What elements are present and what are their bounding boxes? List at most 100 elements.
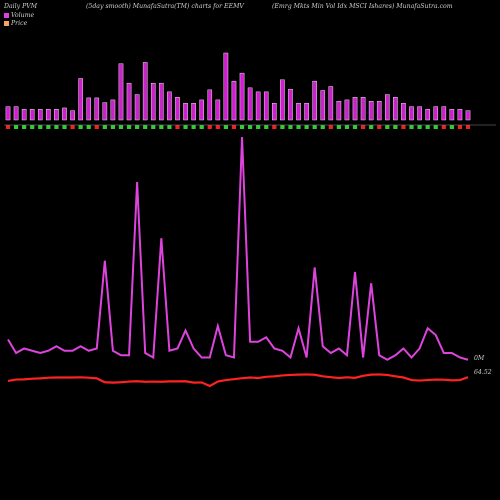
volume-direction-marker: [70, 125, 75, 129]
volume-direction-marker: [167, 125, 172, 129]
volume-bar: [417, 106, 422, 121]
volume-direction-marker: [256, 125, 261, 129]
volume-direction-marker: [425, 125, 430, 129]
volume-direction-marker: [13, 125, 19, 129]
volume-bar: [449, 109, 455, 121]
legend-price: Price: [4, 20, 27, 27]
volume-direction-marker: [5, 125, 11, 129]
volume-bar: [465, 110, 471, 121]
volume-bar: [425, 109, 430, 121]
volume-bar: [368, 101, 374, 121]
volume-bar: [183, 103, 188, 121]
volume-direction-marker: [433, 125, 438, 129]
volume-bar: [5, 106, 11, 121]
volume-direction-marker: [126, 125, 132, 129]
volume-bar: [110, 99, 116, 121]
volume-bar: [272, 103, 277, 121]
volume-direction-marker: [312, 125, 317, 129]
volume-direction-marker: [175, 125, 180, 129]
volume-direction-marker: [385, 125, 390, 129]
legend-volume-swatch: [4, 13, 9, 18]
volume-direction-marker: [239, 125, 245, 129]
volume-direction-marker: [22, 125, 27, 129]
volume-direction-marker: [94, 125, 99, 129]
legend-price-label: Price: [11, 20, 28, 27]
volume-bar: [280, 79, 285, 121]
volume-direction-marker: [199, 125, 204, 129]
volume-bar: [29, 109, 35, 121]
volume-bar: [360, 97, 366, 121]
volume-direction-marker: [352, 125, 358, 129]
volume-bar: [239, 72, 245, 121]
volume-bar: [78, 78, 83, 121]
volume-direction-marker: [118, 125, 124, 129]
volume-direction-marker: [135, 125, 140, 129]
volume-direction-marker: [183, 125, 188, 129]
volume-bar: [142, 62, 148, 121]
price-end-label: 64.52: [474, 369, 492, 376]
legend-price-swatch: [4, 21, 9, 26]
volume-direction-marker: [304, 125, 309, 129]
volume-direction-marker: [272, 125, 277, 129]
volume-bar: [385, 94, 390, 121]
volume-bar: [54, 109, 59, 121]
volume-bar: [126, 82, 132, 121]
volume-bar: [336, 101, 342, 121]
volume-bar: [167, 91, 172, 121]
volume-bar: [393, 97, 398, 121]
volume-bar: [223, 52, 229, 121]
volume-bars: [5, 52, 471, 129]
volume-direction-marker: [449, 125, 454, 129]
volume-direction-marker: [191, 125, 196, 129]
volume-direction-marker: [30, 125, 35, 129]
volume-direction-marker: [280, 125, 285, 129]
volume-direction-marker: [231, 125, 237, 129]
volume-line: [7, 136, 469, 361]
volume-bar: [328, 86, 334, 121]
volume-direction-marker: [86, 125, 91, 129]
volume-direction-marker: [38, 125, 43, 129]
volume-bar: [94, 97, 100, 121]
volume-direction-marker: [159, 125, 164, 129]
volume-bar: [215, 99, 221, 121]
volume-direction-marker: [441, 125, 446, 129]
volume-bar: [441, 106, 447, 121]
volume-direction-marker: [360, 125, 366, 129]
volume-direction-marker: [344, 125, 350, 129]
header-source: (Emrg Mkts Min Vol Idx MSCI Ishares) Mun…: [272, 3, 453, 10]
volume-direction-marker: [393, 125, 398, 129]
volume-direction-marker: [320, 125, 325, 129]
header-subtitle: (5day smooth) MunafaSutra(TM) charts for…: [86, 3, 244, 10]
volume-bar: [409, 106, 414, 121]
volume-bar: [376, 101, 382, 121]
volume-bar: [207, 89, 213, 121]
volume-direction-marker: [223, 125, 228, 129]
volume-direction-marker: [102, 125, 107, 129]
volume-bar: [255, 91, 261, 121]
volume-bar: [46, 109, 51, 121]
legend-volume-label: Volume: [11, 12, 35, 19]
volume-direction-marker: [248, 125, 253, 129]
volume-direction-marker: [151, 125, 156, 129]
volume-bar: [21, 109, 27, 121]
volume-bar: [159, 82, 164, 121]
volume-bar: [312, 80, 317, 121]
volume-direction-marker: [143, 125, 148, 129]
volume-direction-marker: [288, 125, 293, 129]
volume-direction-marker: [457, 125, 463, 129]
volume-direction-marker: [62, 125, 67, 129]
volume-bar: [37, 109, 43, 121]
volume-bar: [296, 103, 301, 121]
volume-bar: [344, 99, 350, 121]
volume-direction-marker: [207, 125, 212, 129]
volume-bar: [288, 88, 293, 121]
volume-direction-marker: [264, 125, 269, 129]
volume-bar: [247, 87, 253, 121]
volume-direction-marker: [328, 125, 333, 129]
price-line: [7, 373, 469, 388]
volume-bar: [62, 107, 67, 121]
volume-bar: [86, 97, 91, 121]
volume-bar: [352, 97, 358, 121]
volume-bar: [13, 106, 19, 121]
